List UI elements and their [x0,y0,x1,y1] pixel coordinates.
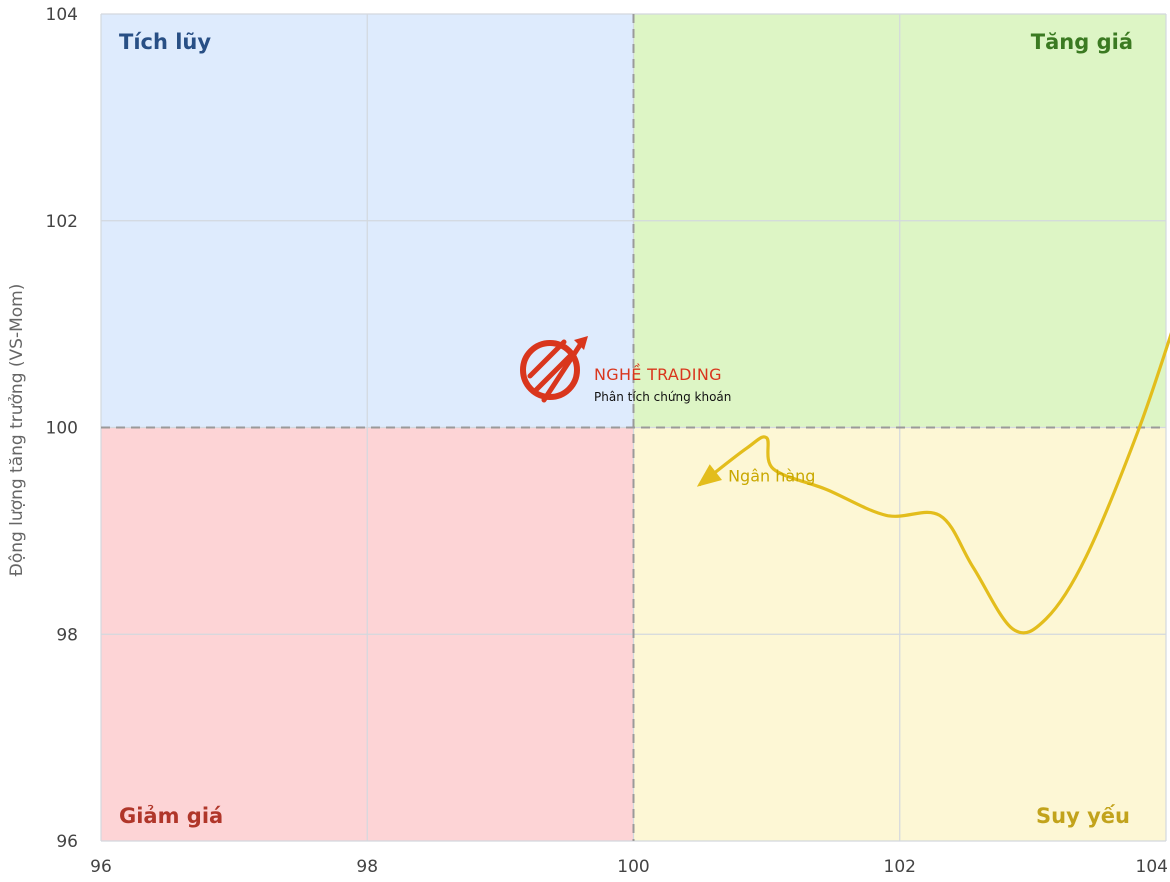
y-axis-label: Động lượng tăng trưởng (VS-Mom) [7,284,27,577]
quadrant-labels: Tích lũy Tăng giá Giảm giá Suy yếu [119,30,1133,828]
quadrant-label-accumulation: Tích lũy [119,30,211,54]
y-tick-label: 104 [46,5,78,25]
y-tick-label: 102 [46,212,78,232]
y-tick-label: 100 [46,419,78,439]
quadrant-label-rising: Tăng giá [1031,30,1133,54]
series-arrowhead [696,464,722,487]
series-line [698,332,1170,635]
logo-arrow-shaft [541,339,585,403]
series-layer: Ngân hàng [696,332,1170,635]
quadrant-label-weakening: Suy yếu [1036,804,1130,828]
axis-ticks: 96 98 100 102 104 96 98 100 102 104 [46,5,1168,877]
logo-ring [520,340,580,400]
watermark-title: NGHỀ TRADING [594,363,722,384]
x-tick-label: 98 [356,857,378,877]
watermark-logo: NGHỀ TRADING Phân tích chứng khoán [520,336,731,404]
x-tick-label: 96 [90,857,112,877]
y-tick-label: 96 [56,832,78,852]
y-tick-label: 98 [56,625,78,645]
logo-slash-1 [527,339,567,379]
x-tick-label: 104 [1136,857,1168,877]
quadrant-label-falling: Giảm giá [119,804,223,828]
x-tick-label: 100 [617,857,649,877]
series-label: Ngân hàng [728,466,815,485]
logo-slash-2 [533,351,575,393]
x-tick-label: 102 [884,857,916,877]
watermark-subtitle: Phân tích chứng khoán [594,390,731,404]
center-divider-lines [101,14,1166,841]
